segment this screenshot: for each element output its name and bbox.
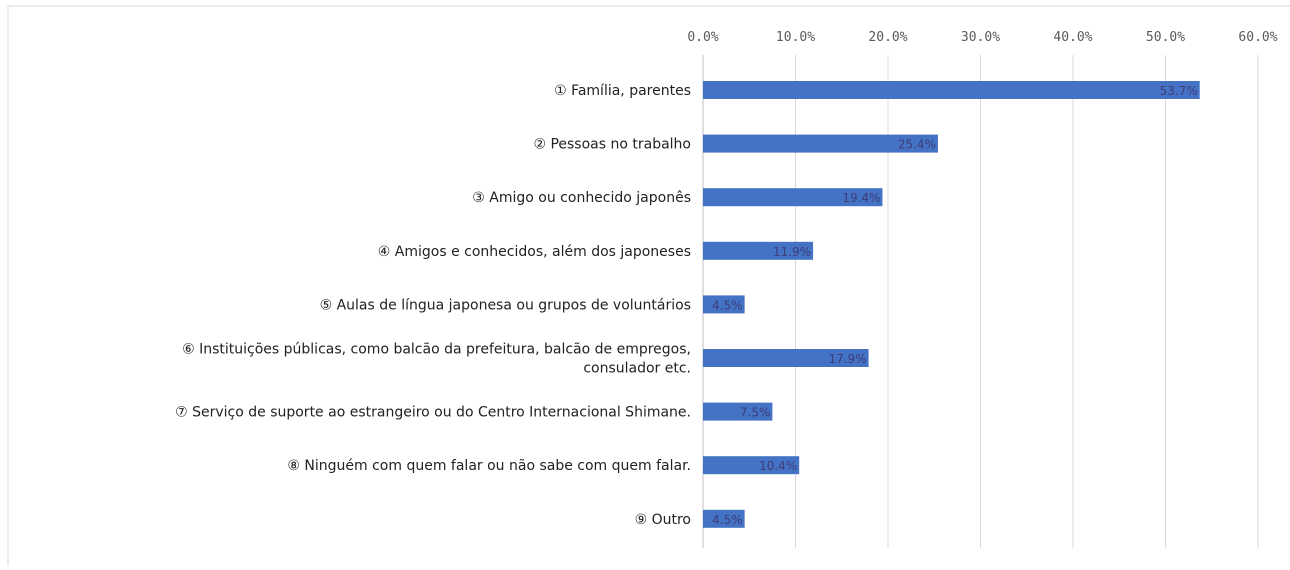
bars (703, 81, 1200, 528)
data-label: 7.5% (740, 406, 771, 420)
bar (703, 241, 814, 260)
x-tick-label: 0.0% (687, 30, 718, 45)
category-label: ⑨ Outro (635, 512, 691, 528)
data-label: 53.7% (1160, 84, 1198, 98)
x-tick-label: 10.0% (776, 30, 815, 45)
category-label: ⑤ Aulas de língua japonesa ou grupos de … (320, 297, 691, 313)
x-tick-label: 30.0% (961, 30, 1000, 45)
bar (703, 81, 1200, 99)
bar (703, 188, 883, 207)
category-label: consulador etc. (583, 361, 691, 377)
bar (703, 349, 869, 367)
bar (703, 509, 745, 528)
data-label: 19.4% (842, 191, 880, 205)
x-axis-ticks: 0.0% 10.0% 20.0% 30.0% 40.0% 50.0% 60.0% (687, 30, 1277, 45)
category-label: ① Família, parentes (554, 83, 691, 99)
category-label: ⑥ Instituições públicas, como balcão da … (182, 342, 691, 358)
bar (703, 134, 938, 153)
data-label: 25.4% (898, 138, 936, 152)
bar (703, 456, 800, 475)
category-label: ③ Amigo ou conhecido japonês (472, 190, 691, 206)
bar (703, 402, 773, 421)
bar (703, 295, 745, 314)
data-label: 10.4% (759, 459, 797, 473)
category-label: ⑦ Serviço de suporte ao estrangeiro ou d… (175, 405, 691, 421)
category-label: ⑧ Ninguém com quem falar ou não sabe com… (287, 458, 691, 474)
x-tick-label: 40.0% (1053, 30, 1092, 45)
x-tick-label: 50.0% (1146, 30, 1185, 45)
data-label: 17.9% (828, 352, 866, 366)
category-label: ④ Amigos e conhecidos, além dos japonese… (378, 244, 691, 260)
category-labels: ① Família, parentes ② Pessoas no trabalho… (175, 83, 691, 528)
x-tick-label: 60.0% (1238, 30, 1277, 45)
data-label: 4.5% (712, 298, 743, 312)
data-label: 11.9% (773, 245, 811, 259)
x-tick-label: 20.0% (868, 30, 907, 45)
data-label: 4.5% (712, 513, 743, 527)
data-labels: 53.7% 25.4% 19.4% 11.9% 4.5% 17.9% 7.5% 10.4% 4.… (712, 84, 1198, 527)
category-label: ② Pessoas no trabalho (533, 137, 691, 153)
